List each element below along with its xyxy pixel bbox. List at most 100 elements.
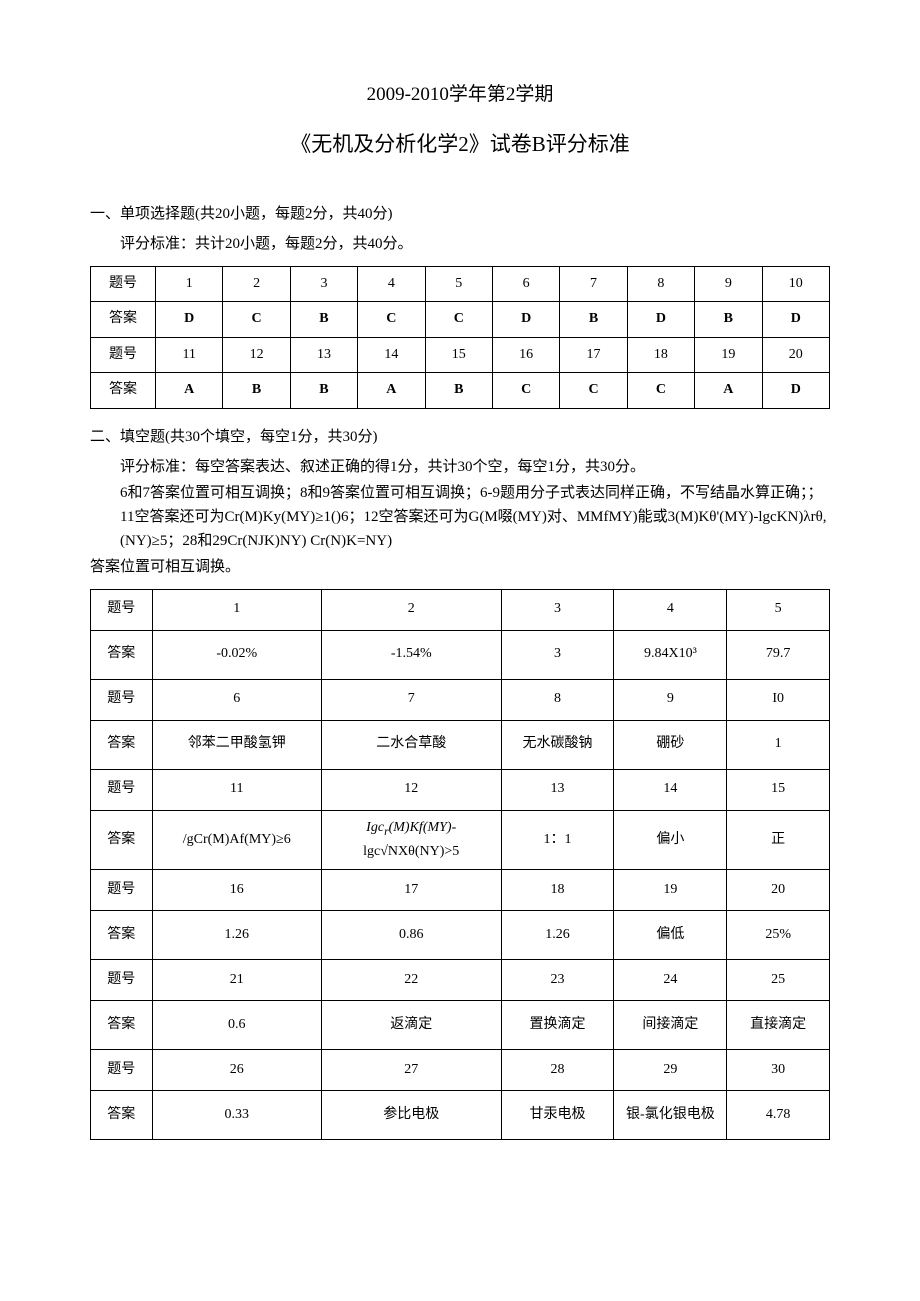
answer-cell: 银-氯化银电极: [614, 1091, 727, 1140]
answer-cell: 1.26: [501, 911, 614, 960]
q-num: 19: [614, 870, 727, 911]
q-num: 8: [501, 679, 614, 720]
row-label: 答案: [91, 373, 156, 408]
answer-cell: B: [290, 373, 357, 408]
q-num: 26: [152, 1050, 321, 1091]
answer-cell: 硼砂: [614, 720, 727, 769]
section1-heading: 一、单项选择题(共20小题，每题2分，共40分): [90, 202, 830, 226]
answer-cell: 4.78: [727, 1091, 830, 1140]
table-row: 答案 D C B C C D B D B D: [91, 302, 830, 337]
answer-cell: D: [156, 302, 223, 337]
table-row: 题号 1 2 3 4 5 6 7 8 9 10: [91, 266, 830, 301]
answer-cell: B: [290, 302, 357, 337]
answer-cell: C: [425, 302, 492, 337]
q-num: 12: [321, 769, 501, 810]
q-num: 18: [627, 337, 694, 372]
q-num: 6: [492, 266, 559, 301]
q-num: 2: [321, 589, 501, 630]
q-num: 3: [501, 589, 614, 630]
answer-cell: C: [560, 373, 627, 408]
answer-cell: 直接滴定: [727, 1001, 830, 1050]
q-num: 16: [152, 870, 321, 911]
answer-cell: C: [492, 373, 559, 408]
q-num: 22: [321, 960, 501, 1001]
section2-note1: 6和7答案位置可相互调换；8和9答案位置可相互调换；6-9题用分子式表达同样正确…: [90, 481, 830, 553]
q-num: 4: [358, 266, 425, 301]
answer-cell: B: [695, 302, 762, 337]
answer-cell: /gCr(M)Af(MY)≥6: [152, 810, 321, 870]
q-num: 11: [152, 769, 321, 810]
q-num: 12: [223, 337, 290, 372]
q-num: 10: [762, 266, 829, 301]
answer-cell: Igcr(M)Kf(MY)-lgc√NXθ(NY)>5: [321, 810, 501, 870]
answer-cell: C: [627, 373, 694, 408]
q-num: 17: [321, 870, 501, 911]
answer-cell: 正: [727, 810, 830, 870]
q-num: 14: [614, 769, 727, 810]
answer-cell: -1.54%: [321, 630, 501, 679]
q-num: 9: [695, 266, 762, 301]
q-num: 15: [425, 337, 492, 372]
row-label: 答案: [91, 1091, 153, 1140]
answer-cell: 偏小: [614, 810, 727, 870]
answer-cell: B: [425, 373, 492, 408]
q-num: 19: [695, 337, 762, 372]
answer-cell: 间接滴定: [614, 1001, 727, 1050]
table-row: 题号12345: [91, 589, 830, 630]
answer-cell: 3: [501, 630, 614, 679]
q-num: 9: [614, 679, 727, 720]
q-num: 7: [560, 266, 627, 301]
q-num: 15: [727, 769, 830, 810]
q-num: 5: [727, 589, 830, 630]
page-title-year: 2009-2010学年第2学期: [90, 80, 830, 110]
q-num: 25: [727, 960, 830, 1001]
row-label: 题号: [91, 266, 156, 301]
row-label: 答案: [91, 630, 153, 679]
answer-cell: 偏低: [614, 911, 727, 960]
answer-cell: D: [762, 302, 829, 337]
answer-cell: 无水碳酸钠: [501, 720, 614, 769]
table-row: 题号1112131415: [91, 769, 830, 810]
answer-cell: 25%: [727, 911, 830, 960]
q-num: 4: [614, 589, 727, 630]
q-num: 21: [152, 960, 321, 1001]
table-row: 答案-0.02%-1.54%39.84X10³79.7: [91, 630, 830, 679]
row-label: 答案: [91, 302, 156, 337]
q-num: 13: [501, 769, 614, 810]
answer-cell: D: [492, 302, 559, 337]
q-num: 18: [501, 870, 614, 911]
answer-cell: -0.02%: [152, 630, 321, 679]
answer-cell: C: [358, 302, 425, 337]
row-label: 题号: [91, 1050, 153, 1091]
section2-note2: 答案位置可相互调换。: [90, 555, 830, 579]
answer-cell: 1: [727, 720, 830, 769]
q-num: 27: [321, 1050, 501, 1091]
answer-cell: 参比电极: [321, 1091, 501, 1140]
q-num: 8: [627, 266, 694, 301]
q-num: 30: [727, 1050, 830, 1091]
answer-cell: 邻苯二甲酸氢钾: [152, 720, 321, 769]
q-num: 11: [156, 337, 223, 372]
table-row: 题号2627282930: [91, 1050, 830, 1091]
answer-cell: B: [223, 373, 290, 408]
table-row: 答案 A B B A B C C C A D: [91, 373, 830, 408]
table-row: 答案1.260.861.26偏低25%: [91, 911, 830, 960]
q-num: 14: [358, 337, 425, 372]
answer-cell: B: [560, 302, 627, 337]
answer-cell: 1：1: [501, 810, 614, 870]
section2-criteria: 评分标准：每空答案表达、叙述正确的得1分，共计30个空，每空1分，共30分。: [90, 455, 830, 479]
answer-cell: 甘汞电极: [501, 1091, 614, 1140]
q-num: 28: [501, 1050, 614, 1091]
table-row: 答案邻苯二甲酸氢钾二水合草酸无水碳酸钠硼砂1: [91, 720, 830, 769]
q-num: 1: [156, 266, 223, 301]
q-num: 13: [290, 337, 357, 372]
row-label: 题号: [91, 960, 153, 1001]
row-label: 答案: [91, 1001, 153, 1050]
q-num: 17: [560, 337, 627, 372]
answer-cell: C: [223, 302, 290, 337]
q-num: 7: [321, 679, 501, 720]
answer-cell: A: [695, 373, 762, 408]
table-row: 答案/gCr(M)Af(MY)≥6Igcr(M)Kf(MY)-lgc√NXθ(N…: [91, 810, 830, 870]
answer-cell: 返滴定: [321, 1001, 501, 1050]
row-label: 题号: [91, 589, 153, 630]
